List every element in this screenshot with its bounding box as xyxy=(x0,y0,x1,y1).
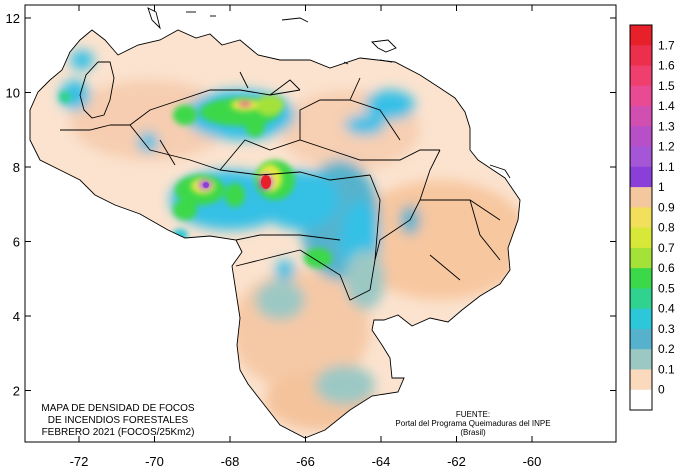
y-axis: 12 10 8 6 4 2 xyxy=(6,11,616,399)
colorbar-swatch xyxy=(630,328,652,350)
source-line-3: (Brasil) xyxy=(460,428,486,437)
colorbar-swatch xyxy=(630,288,652,310)
colorbar-swatch xyxy=(630,85,652,107)
title-line-1: MAPA DE DENSIDAD DE FOCOS xyxy=(41,403,195,414)
y-tick-label: 8 xyxy=(13,160,20,175)
colorbar-swatch xyxy=(630,45,652,67)
colorbar-label: 0.9 xyxy=(658,200,675,214)
colorbar-swatch xyxy=(630,106,652,127)
colorbar-swatch xyxy=(630,268,652,289)
title-line-3: FEBRERO 2021 (FOCOS/25Km2) xyxy=(42,427,195,438)
x-tick-label: -68 xyxy=(221,454,240,469)
colorbar-swatch xyxy=(630,369,652,391)
colorbar-label: 0.8 xyxy=(658,221,675,235)
lake-maracaibo xyxy=(79,61,115,119)
colorbar-swatch xyxy=(630,126,652,148)
colorbar-swatch xyxy=(630,247,652,269)
colorbar-label: 1.7 xyxy=(658,38,675,52)
colorbar-label: 1.6 xyxy=(658,59,675,73)
colorbar-label: 1.2 xyxy=(658,140,675,154)
x-tick-label: -72 xyxy=(70,454,89,469)
x-tick-label: -64 xyxy=(372,454,391,469)
colorbar-swatch xyxy=(630,227,652,249)
y-tick-label: 2 xyxy=(13,384,20,399)
x-tick-label: -60 xyxy=(523,454,542,469)
colorbar-label: 0.6 xyxy=(658,261,675,275)
y-tick-label: 4 xyxy=(13,309,20,324)
colorbar-swatch xyxy=(630,349,652,370)
source-line-2: Portal del Programa Queimaduras del INPE xyxy=(395,419,550,428)
colorbar: 1.7 1.6 1.5 1.4 1.3 1.2 1.1 1 0.9 0.8 0.7 0.6 0.5 0.4… xyxy=(629,24,675,411)
y-tick-label: 12 xyxy=(6,11,20,26)
map-source: FUENTE: Portal del Programa Queimaduras … xyxy=(395,410,550,437)
x-axis: -72 -70 -68 -66 -64 -62 -60 xyxy=(70,5,542,469)
colorbar-label: 1.1 xyxy=(658,160,675,174)
map-title: MAPA DE DENSIDAD DE FOCOS DE INCENDIOS F… xyxy=(41,403,195,438)
colorbar-label: 1.3 xyxy=(658,119,675,133)
colorbar-label: 0 xyxy=(658,383,665,397)
colorbar-swatch xyxy=(630,166,652,188)
colorbar-label: 0.7 xyxy=(658,241,675,255)
colorbar-swatch xyxy=(630,146,652,168)
colorbar-label: 0.5 xyxy=(658,281,675,295)
country-outline xyxy=(29,29,521,439)
colorbar-swatch xyxy=(630,25,652,46)
colorbar-swatch xyxy=(630,389,652,411)
y-tick-label: 10 xyxy=(6,86,20,101)
title-line-2: DE INCENDIOS FORESTALES xyxy=(48,415,189,426)
colorbar-label: 0.3 xyxy=(658,322,675,336)
y-tick-label: 6 xyxy=(13,235,20,250)
x-tick-label: -70 xyxy=(145,454,164,469)
x-tick-label: -62 xyxy=(447,454,466,469)
x-tick-label: -66 xyxy=(296,454,315,469)
colorbar-swatch xyxy=(630,65,652,87)
colorbar-swatch xyxy=(630,207,652,229)
colorbar-frame xyxy=(629,24,653,411)
colorbar-label: 1.5 xyxy=(658,79,675,93)
colorbar-label: 0.4 xyxy=(658,302,675,316)
colorbar-label: 0.1 xyxy=(658,362,675,376)
colorbar-label: 1 xyxy=(658,180,665,194)
islands xyxy=(147,7,511,179)
source-line-1: FUENTE: xyxy=(456,410,490,419)
colorbar-label: 0.2 xyxy=(658,342,675,356)
borders xyxy=(29,29,521,439)
colorbar-label: 1.4 xyxy=(658,99,675,113)
colorbar-swatch xyxy=(630,308,652,330)
colorbar-swatch xyxy=(630,187,652,208)
